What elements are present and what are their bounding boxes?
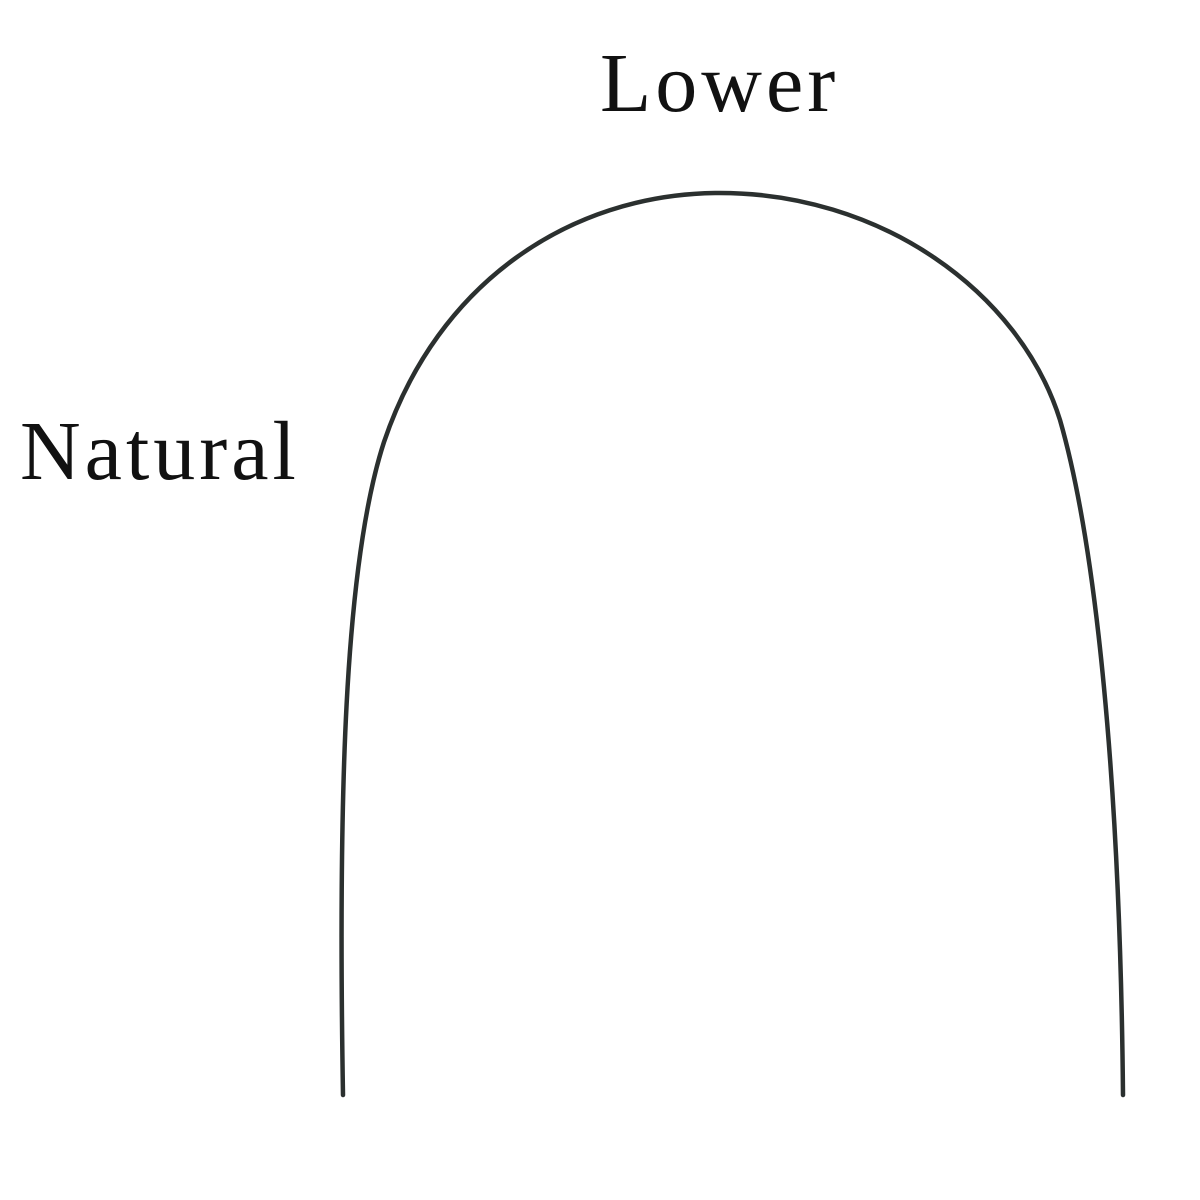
arch-type-label: Lower xyxy=(600,37,840,130)
arch-form-label: Natural xyxy=(20,405,300,498)
archwire-curve xyxy=(339,190,1126,1098)
